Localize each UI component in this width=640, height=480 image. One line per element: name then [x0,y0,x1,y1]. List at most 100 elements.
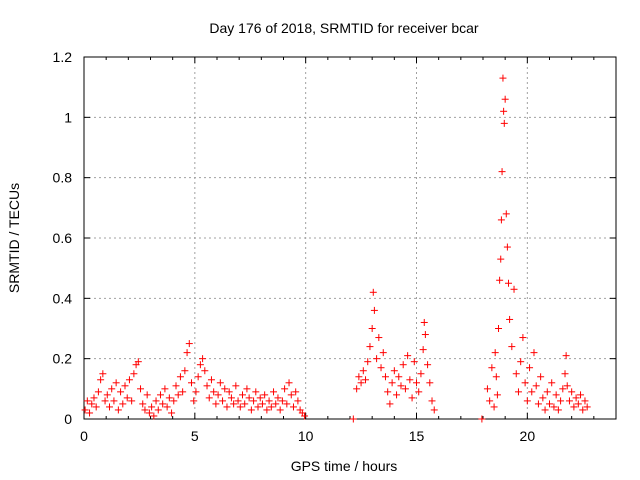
data-point [212,400,220,408]
data-point [395,373,403,381]
data-point [287,391,295,399]
data-point [270,388,278,396]
data-point [552,391,560,399]
data-point [355,373,363,381]
data-point [572,394,580,402]
data-point [156,391,164,399]
data-point [292,388,300,396]
data-point [243,385,251,393]
data-point [130,370,138,378]
data-point [168,409,176,417]
data-point [570,403,578,411]
data-point [353,385,361,393]
data-point [145,409,153,417]
data-point [92,403,100,411]
data-point [88,400,96,408]
y-tick-label: 0 [64,411,72,427]
data-point [112,379,120,387]
chart-title: Day 176 of 2018, SRMTID for receiver bca… [209,20,479,36]
data-point [406,376,414,384]
data-point [272,400,280,408]
data-point [368,325,376,332]
data-point [478,415,486,423]
data-point [550,403,558,411]
data-point [234,397,242,405]
data-point [125,376,133,384]
data-point [490,403,498,411]
data-point [141,406,149,414]
data-point [223,403,231,411]
data-point [539,394,547,402]
data-point [150,412,158,420]
data-point [285,379,293,387]
data-point [499,74,507,82]
data-point [134,358,142,366]
data-point [190,397,198,405]
data-point [359,367,367,375]
y-tick-label: 1 [64,109,72,125]
data-point [230,400,238,408]
data-point [281,385,289,393]
data-point [201,367,209,375]
data-point [139,400,147,408]
data-point [413,379,420,387]
data-point [181,367,189,375]
data-point [498,168,506,176]
data-point [530,349,538,357]
data-point [502,210,510,218]
data-point [408,394,416,402]
data-point [254,403,262,411]
data-point [548,379,556,387]
data-point [256,394,264,402]
data-point [108,385,116,393]
data-point [557,397,565,405]
data-point [543,388,551,396]
data-point [128,397,136,405]
data-point [486,397,494,405]
data-point [521,379,529,387]
data-point [194,373,202,381]
data-point [176,373,184,381]
data-point [94,388,102,396]
data-point [401,385,409,393]
data-point [219,397,227,405]
data-point [388,379,396,387]
data-point [101,397,109,405]
data-point [581,397,589,405]
data-point [227,394,235,402]
y-tick-label: 1.2 [53,49,73,65]
data-point [183,349,191,357]
data-point [417,370,425,378]
y-tick-label: 0.2 [53,351,73,367]
data-point [379,349,387,357]
data-point [369,288,377,296]
data-point [123,394,131,402]
data-point [500,107,508,115]
data-point [245,394,253,402]
data-point [500,119,508,127]
data-point [179,388,187,396]
data-point [415,388,423,396]
data-point [420,318,428,326]
data-point [583,403,591,411]
data-point [568,388,576,396]
data-point [357,379,365,387]
data-point [426,379,434,387]
data-point [492,373,500,381]
data-point [199,355,207,363]
data-point [238,391,246,399]
data-point [514,388,522,396]
data-point [579,406,587,414]
data-point [83,397,91,405]
data-point [294,397,302,405]
data-point [274,394,282,402]
y-axis-label: SRMTID / TECUs [6,183,22,293]
data-point [506,315,514,323]
data-point [554,406,562,414]
data-point [225,388,233,396]
data-point [375,334,383,342]
data-point [497,255,505,263]
data-point [241,400,249,408]
data-point [267,403,275,411]
